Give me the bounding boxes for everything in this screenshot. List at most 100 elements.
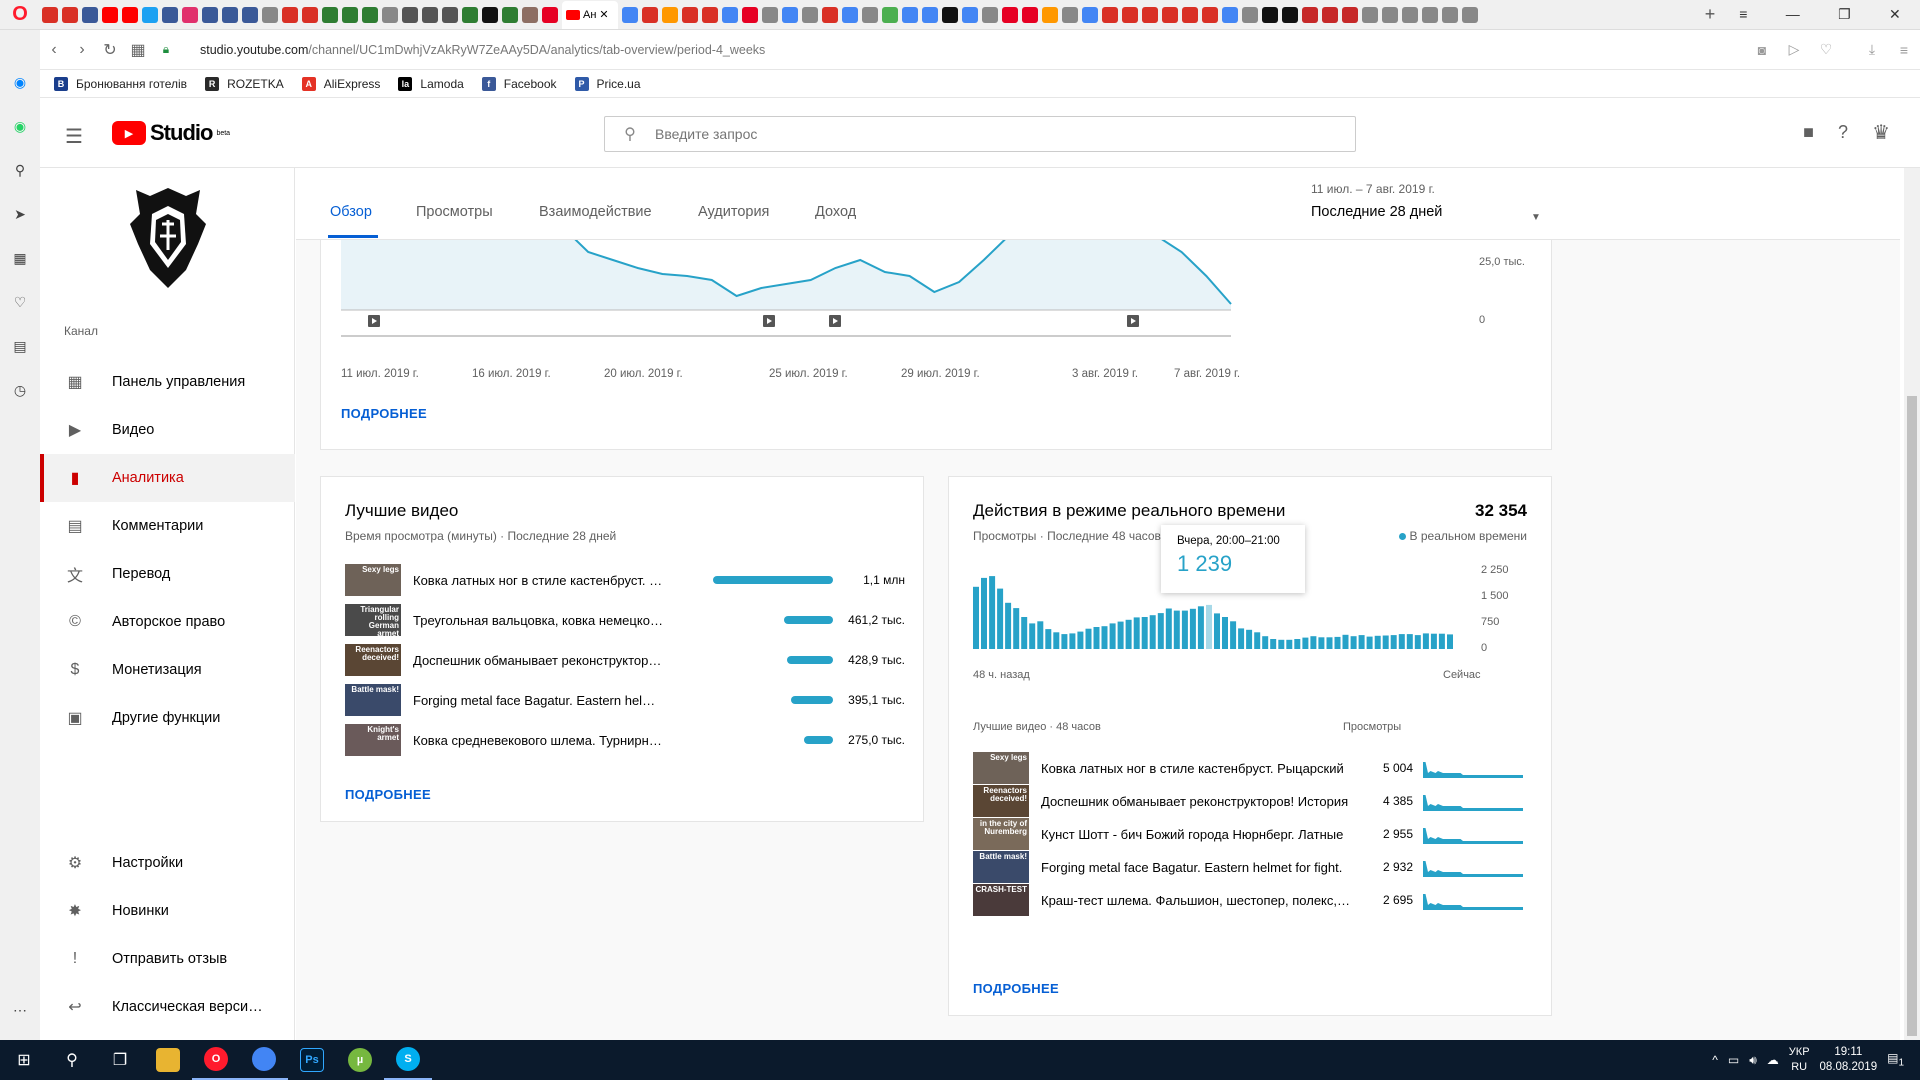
- sidebar-item-feedback[interactable]: ! Отправить отзыв: [40, 935, 295, 983]
- sidebar-item-other-features[interactable]: ▣ Другие функции: [40, 694, 295, 742]
- realtime-bar[interactable]: [1374, 635, 1381, 649]
- browser-tab[interactable]: [1242, 6, 1258, 23]
- realtime-bar[interactable]: [1390, 635, 1397, 649]
- realtime-bar[interactable]: [1037, 621, 1044, 649]
- realtime-bar[interactable]: [973, 586, 979, 649]
- realtime-bar[interactable]: [1061, 634, 1068, 649]
- browser-tab[interactable]: [942, 6, 958, 23]
- bookmark-item[interactable]: A AliExpress: [301, 76, 380, 91]
- notifications-icon[interactable]: ▤1: [1887, 1051, 1904, 1069]
- browser-tab[interactable]: [542, 6, 558, 23]
- bookmark-item[interactable]: P Price.ua: [574, 76, 641, 91]
- analytics-tab[interactable]: Обзор: [330, 204, 372, 220]
- realtime-more-link[interactable]: ПОДРОБНЕЕ: [973, 981, 1059, 996]
- browser-tab[interactable]: [1422, 6, 1438, 23]
- realtime-bar[interactable]: [1173, 610, 1180, 649]
- realtime-bar[interactable]: [1077, 631, 1084, 649]
- realtime-bar[interactable]: [1358, 635, 1365, 649]
- realtime-bar[interactable]: [1270, 639, 1277, 649]
- close-window-button[interactable]: ✕: [1889, 6, 1901, 22]
- chevron-up-icon[interactable]: ^: [1712, 1053, 1718, 1067]
- bookmark-heart-icon[interactable]: ♡: [1819, 41, 1833, 57]
- search-icon[interactable]: ⚲: [14, 161, 26, 178]
- browser-tab[interactable]: [42, 6, 58, 23]
- realtime-bar[interactable]: [997, 588, 1004, 649]
- browser-tab[interactable]: [1182, 6, 1198, 23]
- bookmark-item[interactable]: f Facebook: [481, 76, 557, 91]
- back-button[interactable]: ‹: [51, 40, 57, 58]
- realtime-bar[interactable]: [1005, 602, 1012, 649]
- realtime-bar[interactable]: [1310, 636, 1317, 649]
- overview-more-link[interactable]: ПОДРОБНЕЕ: [341, 406, 427, 421]
- realtime-bar[interactable]: [1021, 617, 1028, 649]
- video-title[interactable]: Ковка средневекового шлема. Турнирный: [413, 732, 663, 748]
- video-title[interactable]: Доспешник обманывает реконструкторов! Ис…: [413, 652, 663, 668]
- utorrent-taskbar-icon[interactable]: µ: [336, 1040, 384, 1080]
- video-thumbnail[interactable]: Battle mask!: [973, 851, 1029, 883]
- browser-tab[interactable]: [1362, 6, 1378, 23]
- realtime-bar[interactable]: [1230, 621, 1237, 649]
- browser-tab[interactable]: [1262, 6, 1278, 23]
- studio-logo[interactable]: ▶ Studio beta: [112, 120, 230, 146]
- realtime-bar-chart[interactable]: [973, 569, 1473, 649]
- realtime-bar[interactable]: [1045, 629, 1052, 649]
- realtime-bar[interactable]: [1326, 637, 1333, 649]
- browser-tab[interactable]: [362, 6, 378, 23]
- video-title[interactable]: Краш-тест шлема. Фальшион, шестопер, пол…: [1041, 892, 1353, 908]
- realtime-bar[interactable]: [1382, 635, 1389, 650]
- bookmark-item[interactable]: R ROZETKA: [205, 76, 284, 91]
- onedrive-icon[interactable]: ☁: [1766, 1053, 1779, 1067]
- browser-tab[interactable]: [102, 6, 118, 23]
- search-icon[interactable]: ⚲: [66, 1052, 78, 1069]
- top-video-row[interactable]: Sexy legs Ковка латных ног в стиле кастен…: [345, 563, 905, 597]
- bookmark-item[interactable]: B Бронювання готелів: [54, 76, 187, 91]
- browser-tab[interactable]: [762, 6, 778, 23]
- browser-tab[interactable]: [82, 6, 98, 23]
- sidebar-item-news[interactable]: ✸ Новинки: [40, 887, 295, 935]
- speed-dial-icon[interactable]: ▦: [13, 249, 27, 266]
- browser-tab[interactable]: [422, 6, 438, 23]
- realtime-bar[interactable]: [1117, 621, 1124, 649]
- realtime-bar[interactable]: [1278, 639, 1285, 649]
- realtime-bar[interactable]: [1181, 610, 1188, 649]
- sidebar-item-dollar[interactable]: $ Монетизация: [40, 646, 295, 694]
- new-tab-button[interactable]: +: [1704, 4, 1716, 24]
- realtime-bar[interactable]: [1447, 634, 1453, 649]
- sidebar-item-classic[interactable]: ↩ Классическая верси…: [40, 983, 295, 1031]
- history-icon[interactable]: ◷: [13, 381, 27, 398]
- video-title[interactable]: Forging metal face Bagatur. Eastern helm…: [1041, 859, 1343, 875]
- sidebar-item-comments[interactable]: ▤ Комментарии: [40, 502, 295, 550]
- realtime-bar[interactable]: [1398, 634, 1405, 649]
- create-video-icon[interactable]: ■: [1803, 122, 1815, 142]
- snapshot-icon[interactable]: ◙: [1757, 41, 1767, 58]
- video-publish-marker[interactable]: [829, 315, 841, 327]
- realtime-bar[interactable]: [1125, 619, 1132, 649]
- browser-tab[interactable]: [122, 6, 138, 23]
- chrome-taskbar-icon[interactable]: [240, 1040, 288, 1080]
- browser-tab[interactable]: [1282, 6, 1298, 23]
- realtime-bar[interactable]: [1302, 637, 1309, 649]
- realtime-bar[interactable]: [1165, 608, 1172, 650]
- browser-tab[interactable]: [1122, 6, 1138, 23]
- video-publish-marker[interactable]: [368, 315, 380, 327]
- explorer-icon[interactable]: [144, 1040, 192, 1080]
- browser-tab[interactable]: [882, 6, 898, 23]
- realtime-bar[interactable]: [1013, 608, 1020, 649]
- sidebar-item-dashboard[interactable]: ▦ Панель управления: [40, 358, 295, 406]
- photoshop-taskbar-icon[interactable]: Ps: [288, 1040, 336, 1080]
- realtime-bar[interactable]: [1254, 632, 1261, 649]
- realtime-bar[interactable]: [1406, 634, 1413, 649]
- realtime-bar[interactable]: [1438, 633, 1445, 649]
- browser-tab[interactable]: [1222, 6, 1238, 23]
- browser-tab[interactable]: [702, 6, 718, 23]
- realtime-bar[interactable]: [1318, 637, 1325, 649]
- browser-tab[interactable]: [862, 6, 878, 23]
- realtime-bar[interactable]: [1206, 604, 1212, 649]
- browser-tab[interactable]: [842, 6, 858, 23]
- browser-tab[interactable]: [1062, 6, 1078, 23]
- tab-menu-icon[interactable]: ≡: [1739, 6, 1748, 22]
- browser-tab[interactable]: [142, 6, 158, 23]
- maximize-button[interactable]: ❐: [1838, 6, 1851, 22]
- help-icon[interactable]: ?: [1838, 122, 1849, 142]
- realtime-video-row[interactable]: Sexy legs Ковка латных ног в стиле кастен…: [973, 751, 1533, 785]
